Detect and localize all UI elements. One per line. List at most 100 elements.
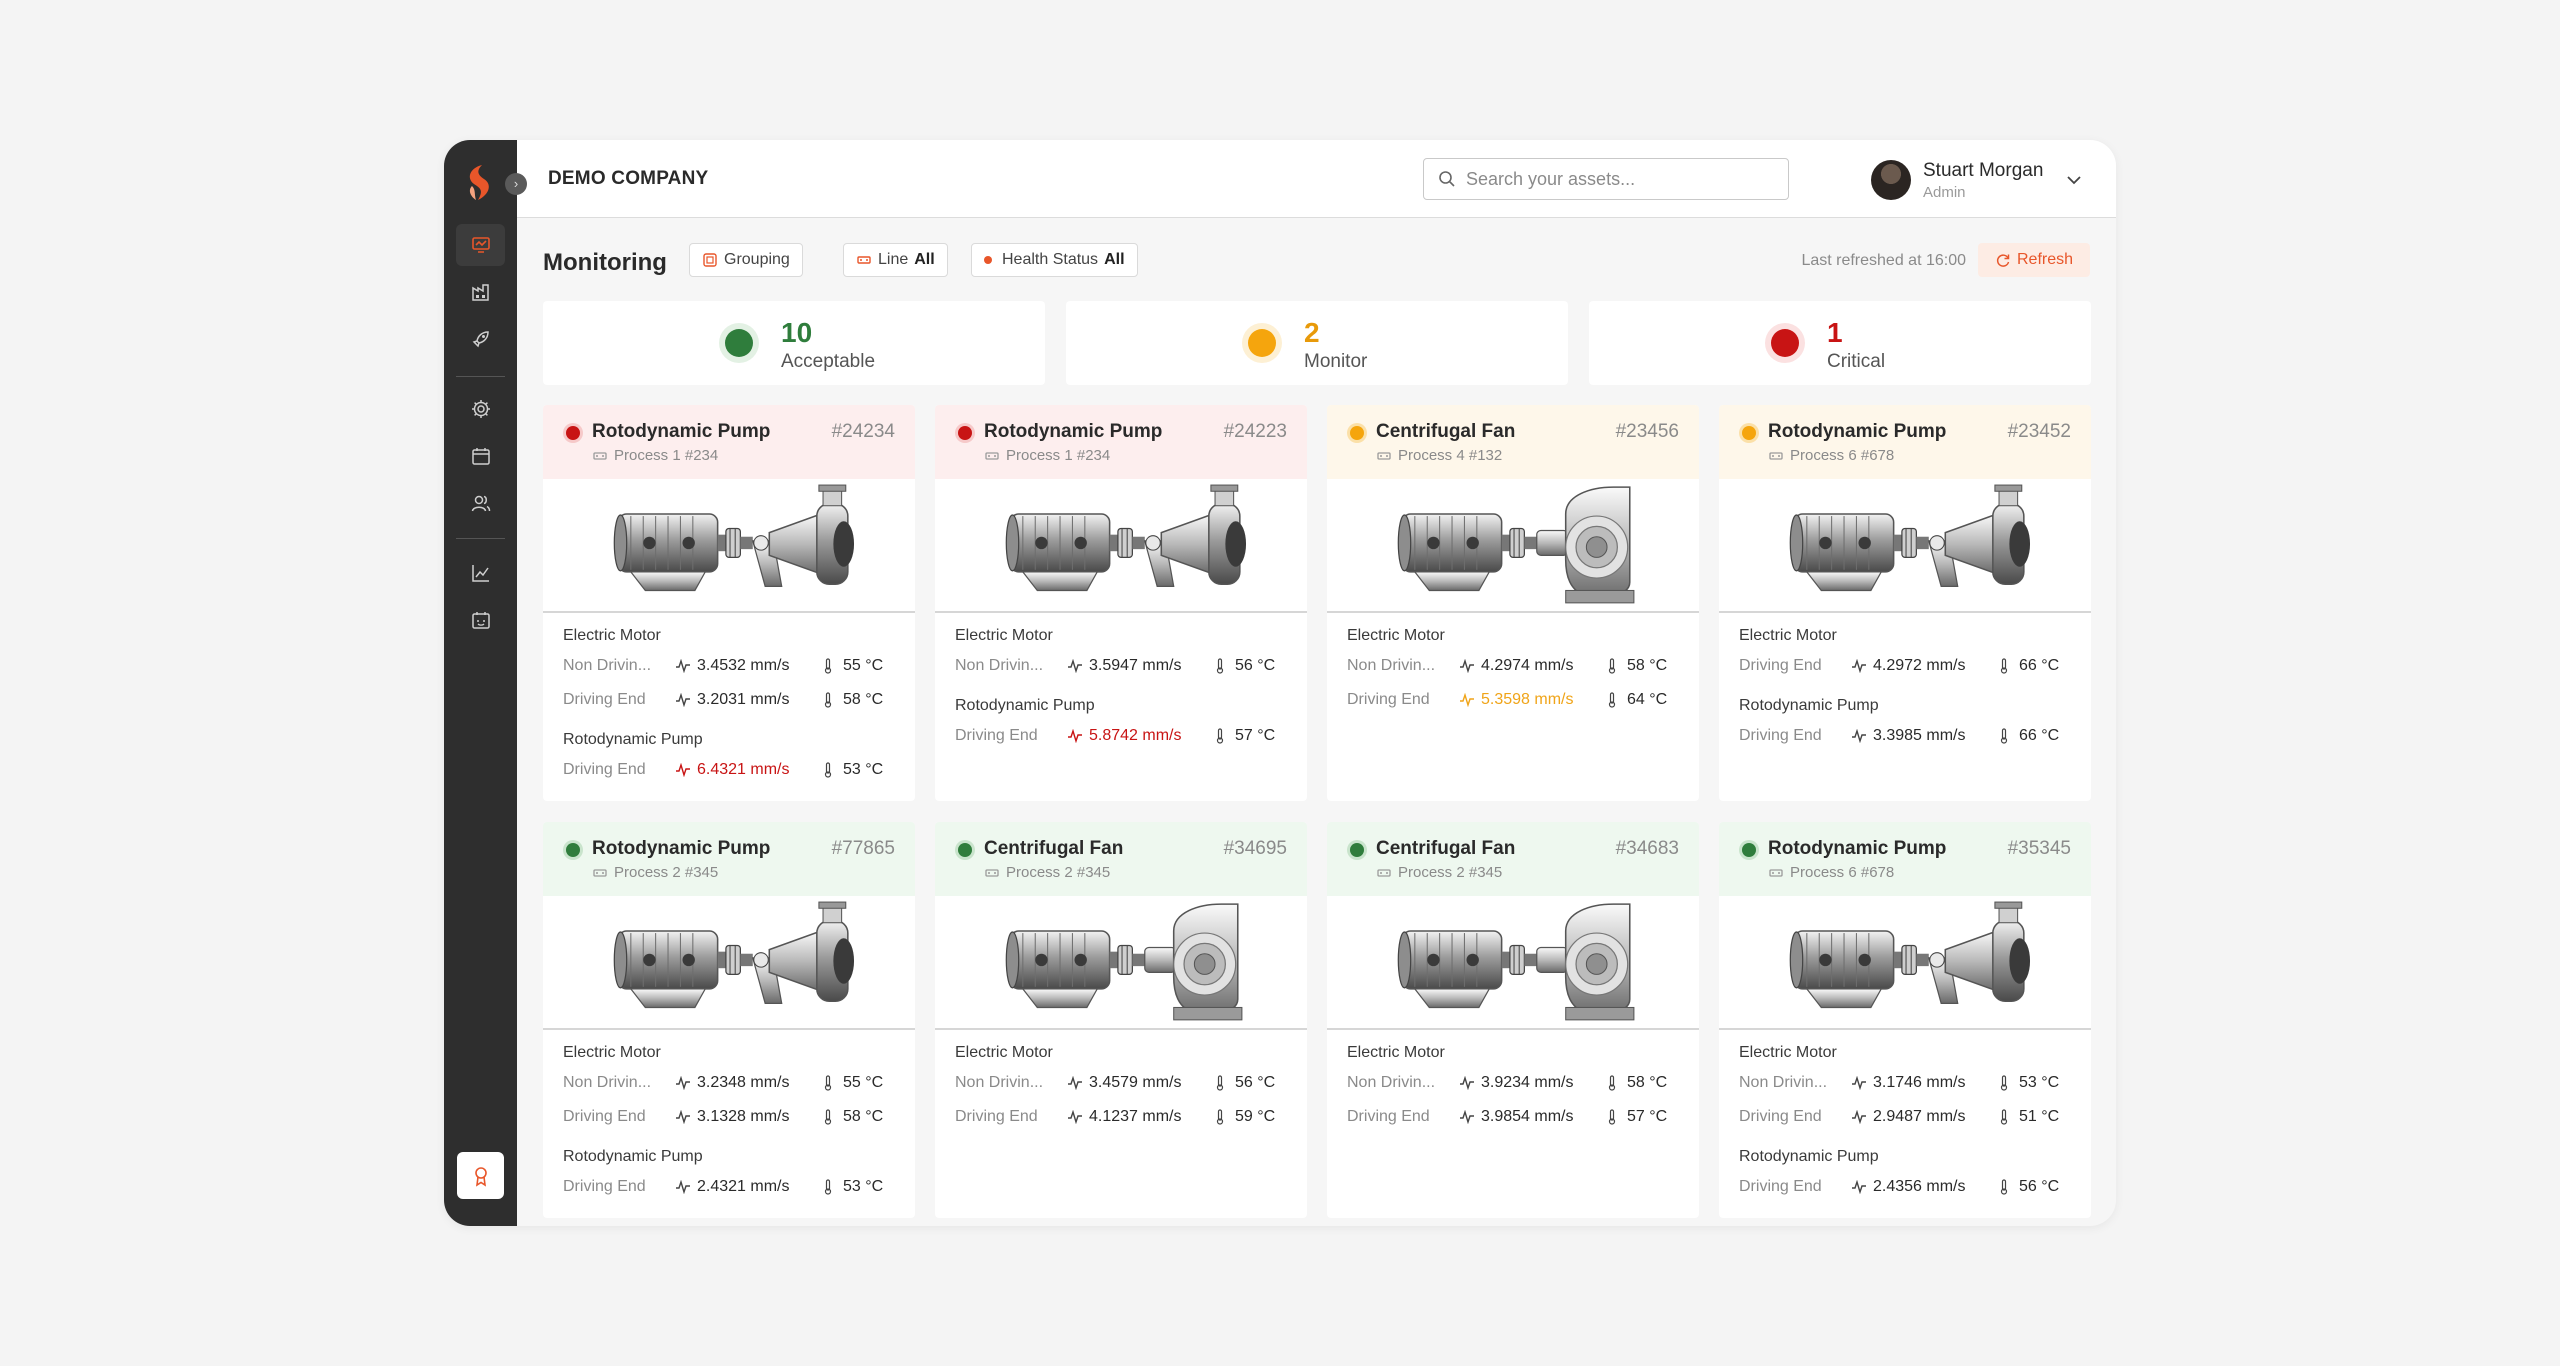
app-window: › — [444, 140, 2116, 1226]
line-filter-button[interactable]: Line All — [843, 243, 948, 277]
health-status-filter-button[interactable]: Health Status All — [971, 243, 1138, 277]
asset-name[interactable]: Rotodynamic Pump — [984, 421, 1163, 442]
measurement-row[interactable]: Driving End 3.2031 mm/s 58 °C — [563, 683, 895, 717]
process-line-icon — [593, 451, 607, 460]
vibration-text: 3.9234 mm/s — [1481, 1074, 1574, 1091]
vibration-icon — [676, 1180, 690, 1194]
measurement-row[interactable]: Driving End 2.4356 mm/s 56 °C — [1739, 1170, 2071, 1204]
asset-process: Process 6 #678 — [1768, 447, 1894, 464]
measurement-location: Non Drivin... — [563, 657, 652, 674]
asset-process: Process 1 #234 — [984, 447, 1110, 464]
summary-tile-critical[interactable]: 1 Critical — [1589, 301, 2091, 385]
refresh-button[interactable]: Refresh — [1978, 243, 2090, 277]
component-name: Rotodynamic Pump — [563, 731, 703, 748]
status-indicator-icon — [1765, 323, 1805, 363]
company-logo[interactable] — [460, 162, 502, 204]
measurement-row[interactable]: Driving End 3.9854 mm/s 57 °C — [1347, 1100, 1679, 1134]
status-dot-icon — [955, 840, 975, 860]
asset-card[interactable]: Centrifugal Fan #34683 Process 2 #345 Elect… — [1327, 822, 1699, 1218]
vibration-icon — [1852, 1076, 1866, 1090]
asset-name[interactable]: Rotodynamic Pump — [592, 421, 771, 442]
summary-tile-monitor[interactable]: 2 Monitor — [1066, 301, 1568, 385]
grouping-filter-button[interactable]: Grouping — [689, 243, 803, 277]
chevron-down-icon[interactable] — [2065, 171, 2083, 189]
nav-item-users[interactable] — [456, 482, 505, 524]
measurement-row[interactable]: Driving End 5.8742 mm/s 57 °C — [955, 719, 1287, 753]
asset-card[interactable]: Centrifugal Fan #34695 Process 2 #345 Elect… — [935, 822, 1307, 1218]
vibration-text: 3.1328 mm/s — [697, 1108, 790, 1125]
asset-card[interactable]: Rotodynamic Pump #77865 Process 2 #345 Elec… — [543, 822, 915, 1218]
vibration-value: 2.4321 mm/s — [675, 1178, 789, 1196]
thermometer-icon — [824, 658, 832, 674]
asset-name[interactable]: Rotodynamic Pump — [1768, 838, 1947, 859]
asset-measurements: Electric Motor Non Drivin... 4.2974 mm/s 58… — [1347, 627, 1679, 717]
asset-card-header: Rotodynamic Pump #23452 Process 6 #678 — [1719, 405, 2091, 479]
asset-name[interactable]: Centrifugal Fan — [1376, 421, 1516, 442]
temperature-text: 51 °C — [2019, 1108, 2060, 1125]
vibration-text: 3.4532 mm/s — [697, 657, 790, 674]
measurement-row[interactable]: Non Drivin... 3.5947 mm/s 56 °C — [955, 649, 1287, 683]
asset-card[interactable]: Rotodynamic Pump #23452 Process 6 #678 Elec… — [1719, 405, 2091, 801]
temperature-value: 66 °C — [1999, 727, 2059, 745]
nav-item-rocket[interactable] — [456, 318, 505, 360]
nav-item-settings[interactable] — [456, 388, 505, 430]
measurement-row[interactable]: Driving End 3.3985 mm/s 66 °C — [1739, 719, 2071, 753]
measurement-location: Driving End — [1739, 657, 1822, 674]
measurement-row[interactable]: Driving End 2.9487 mm/s 51 °C — [1739, 1100, 2071, 1134]
asset-card[interactable]: Centrifugal Fan #23456 Process 4 #132 Elect… — [1327, 405, 1699, 801]
asset-id: #23456 — [1615, 421, 1679, 442]
thermometer-icon — [824, 762, 832, 778]
achievements-button[interactable] — [457, 1152, 504, 1199]
summary-tile-acceptable[interactable]: 10 Acceptable — [543, 301, 1045, 385]
process-label: Process 2 #345 — [1006, 864, 1111, 881]
asset-name[interactable]: Rotodynamic Pump — [592, 838, 771, 859]
nav-item-analytics[interactable] — [456, 552, 505, 594]
measurement-row[interactable]: Driving End 6.4321 mm/s 53 °C — [563, 753, 895, 787]
status-dot-icon — [563, 423, 583, 443]
measurement-row[interactable]: Non Drivin... 3.4579 mm/s 56 °C — [955, 1066, 1287, 1100]
temperature-value: 58 °C — [823, 1108, 883, 1126]
search-input[interactable] — [1466, 168, 1766, 190]
measurement-row[interactable]: Driving End 4.2972 mm/s 66 °C — [1739, 649, 2071, 683]
measurement-location: Driving End — [1739, 1178, 1822, 1195]
measurement-row[interactable]: Driving End 2.4321 mm/s 53 °C — [563, 1170, 895, 1204]
measurement-row[interactable]: Non Drivin... 4.2974 mm/s 58 °C — [1347, 649, 1679, 683]
component-name: Electric Motor — [955, 627, 1053, 644]
measurement-row[interactable]: Driving End 5.3598 mm/s 64 °C — [1347, 683, 1679, 717]
asset-card[interactable]: Rotodynamic Pump #35345 Process 6 #678 Elec… — [1719, 822, 2091, 1218]
asset-name[interactable]: Centrifugal Fan — [984, 838, 1124, 859]
asset-id: #77865 — [831, 838, 895, 859]
measurement-row[interactable]: Non Drivin... 3.9234 mm/s 58 °C — [1347, 1066, 1679, 1100]
asset-measurements: Electric Motor Non Drivin... 3.4532 mm/s 55… — [563, 627, 895, 787]
component-name: Electric Motor — [563, 627, 661, 644]
vibration-icon — [676, 693, 690, 707]
measurement-row[interactable]: Non Drivin... 3.1746 mm/s 53 °C — [1739, 1066, 2071, 1100]
measurement-row[interactable]: Driving End 3.1328 mm/s 58 °C — [563, 1100, 895, 1134]
nav-item-factory[interactable] — [456, 271, 505, 313]
asset-name[interactable]: Rotodynamic Pump — [1768, 421, 1947, 442]
company-name: DEMO COMPANY — [548, 168, 709, 189]
asset-image — [1327, 479, 1699, 613]
vibration-text: 4.2972 mm/s — [1873, 657, 1966, 674]
health-filter-label: Health Status — [1002, 251, 1099, 268]
process-line-icon — [1377, 868, 1391, 877]
search-box[interactable] — [1423, 158, 1789, 200]
process-line-icon — [1769, 868, 1783, 877]
avatar[interactable] — [1871, 160, 1911, 200]
nav-item-schedule[interactable] — [456, 599, 505, 641]
measurement-row[interactable]: Non Drivin... 3.4532 mm/s 55 °C — [563, 649, 895, 683]
measurement-row[interactable]: Non Drivin... 3.2348 mm/s 55 °C — [563, 1066, 895, 1100]
user-menu[interactable]: Stuart Morgan Admin — [1871, 158, 2083, 202]
nav-item-monitoring[interactable] — [456, 224, 505, 266]
measurement-row[interactable]: Driving End 4.1237 mm/s 59 °C — [955, 1100, 1287, 1134]
factory-icon — [471, 284, 489, 301]
asset-card[interactable]: Rotodynamic Pump #24234 Process 1 #234 Elec… — [543, 405, 915, 801]
asset-card[interactable]: Rotodynamic Pump #24223 Process 1 #234 Elec… — [935, 405, 1307, 801]
temperature-value: 53 °C — [823, 761, 883, 779]
process-line-icon — [1769, 451, 1783, 460]
asset-name[interactable]: Centrifugal Fan — [1376, 838, 1516, 859]
vibration-value: 3.2348 mm/s — [675, 1074, 789, 1092]
sidebar-collapse-button[interactable]: › — [505, 173, 527, 195]
nav-item-calendar[interactable] — [456, 435, 505, 477]
vibration-text: 3.5947 mm/s — [1089, 657, 1182, 674]
